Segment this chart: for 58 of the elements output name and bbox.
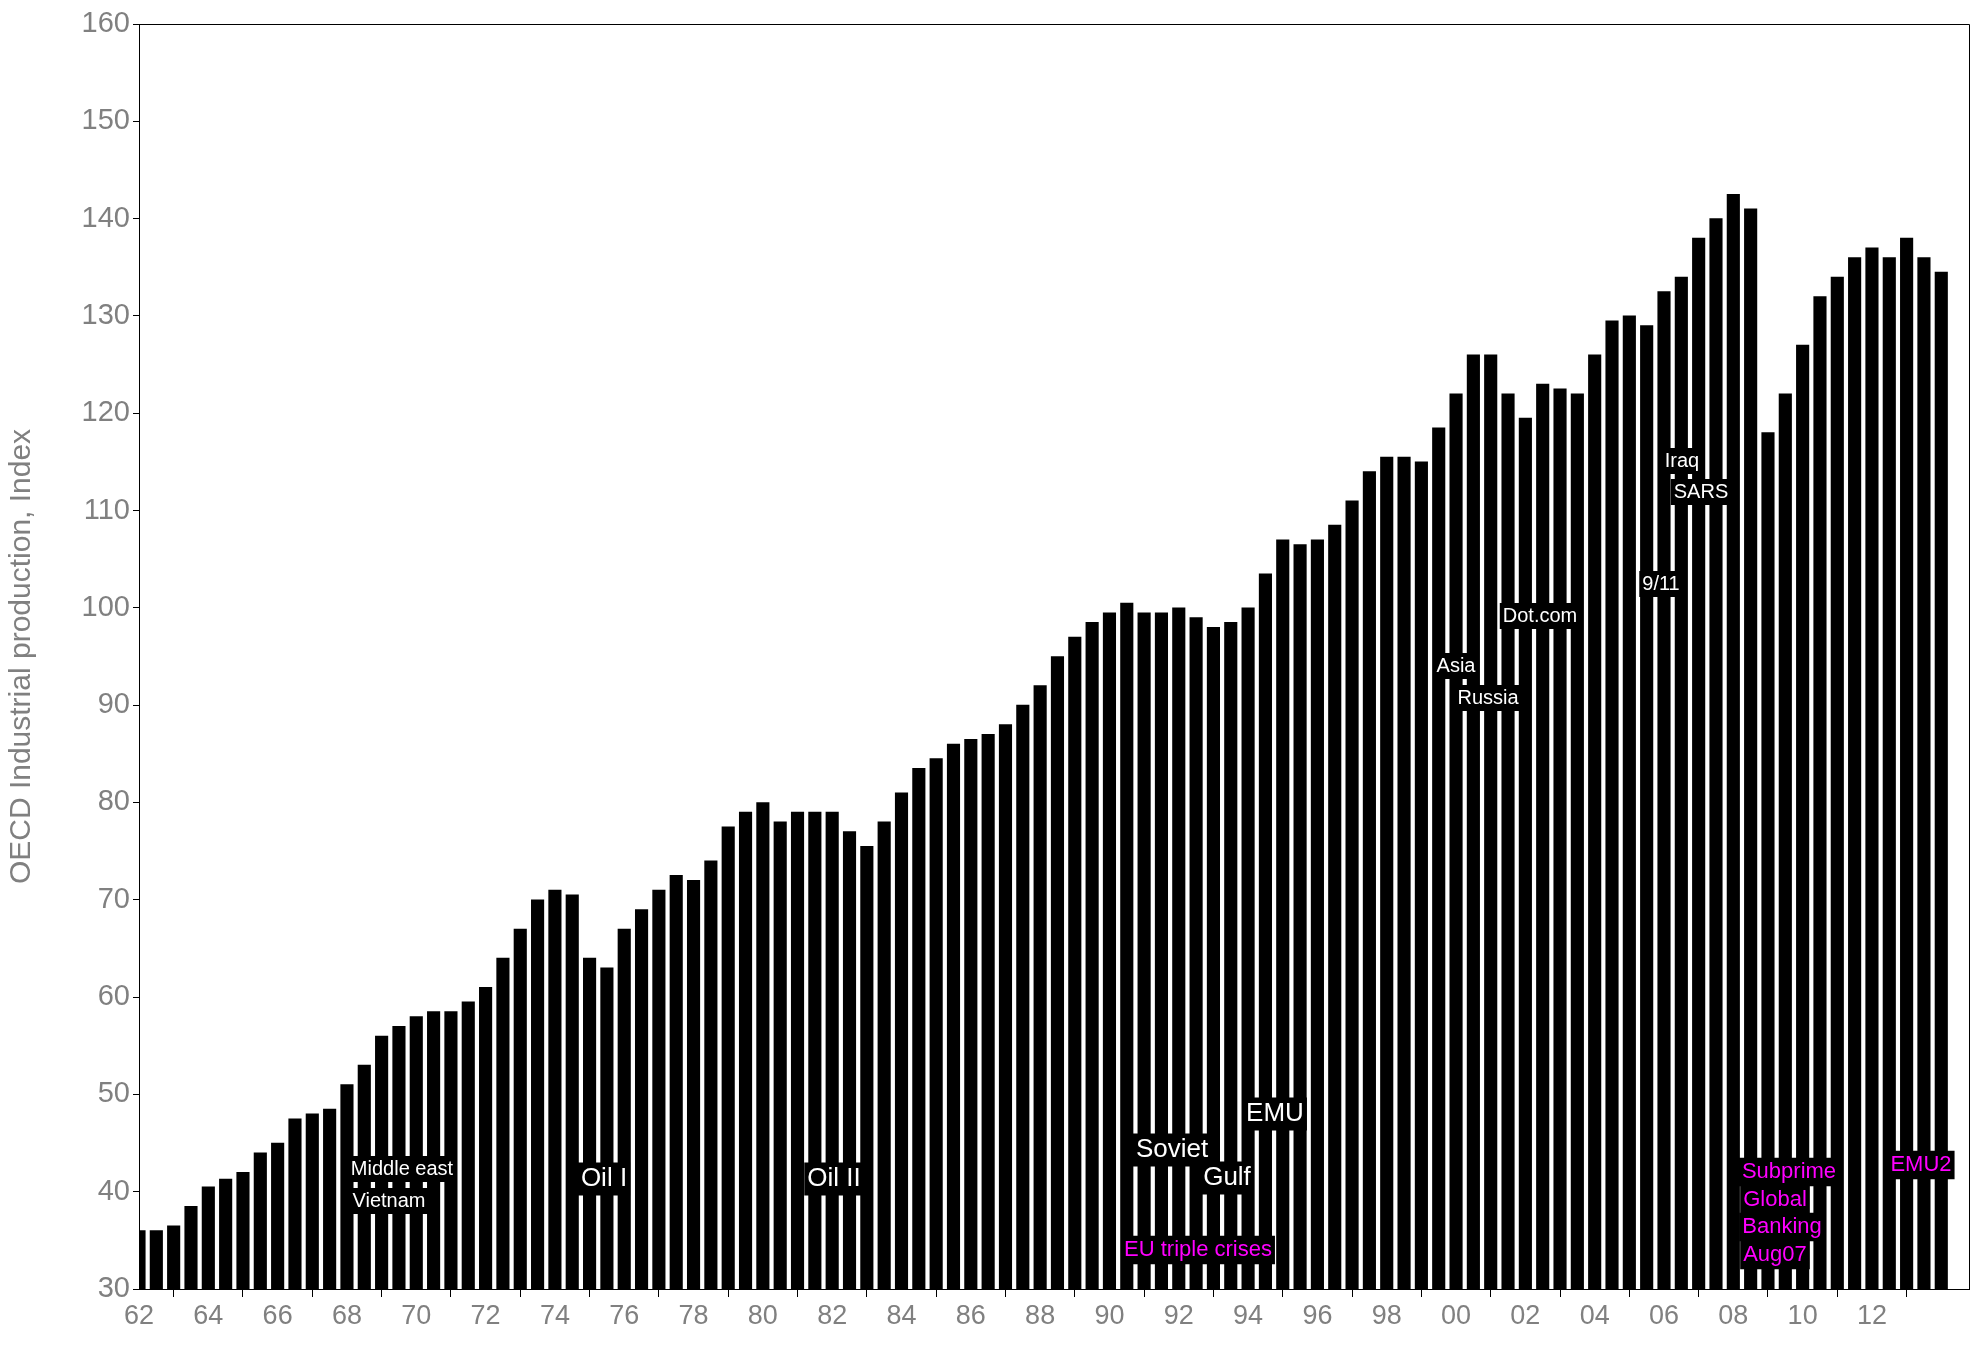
annotation: Dot.com xyxy=(1502,603,1578,626)
x-tick-label: 08 xyxy=(1718,1299,1749,1330)
annotation: EMU xyxy=(1246,1097,1304,1128)
y-tick-label: 70 xyxy=(97,881,130,914)
y-tick-label: 90 xyxy=(97,687,130,720)
annotation: Banking xyxy=(1742,1213,1822,1239)
x-tick-label: 04 xyxy=(1579,1299,1610,1330)
x-tick-label: 02 xyxy=(1510,1299,1541,1330)
annotation: Vietnam xyxy=(352,1188,426,1211)
annotation: Asia xyxy=(1436,653,1477,676)
annotation: Oil II xyxy=(807,1162,861,1193)
y-tick-label: 40 xyxy=(97,1173,130,1206)
annotation: Global xyxy=(1743,1186,1807,1212)
x-tick-label: 90 xyxy=(1094,1299,1125,1330)
annotation: Oil I xyxy=(580,1162,628,1193)
x-tick-label: 12 xyxy=(1856,1299,1887,1330)
annotation: Middle east xyxy=(350,1156,454,1179)
annotation: Gulf xyxy=(1203,1161,1252,1192)
x-tick-label: 70 xyxy=(401,1299,432,1330)
annotation: Soviet xyxy=(1135,1133,1209,1164)
y-tick-label: 140 xyxy=(81,200,130,233)
y-tick-label: 130 xyxy=(81,297,130,330)
annotation: EU triple crises xyxy=(1124,1236,1272,1262)
x-tick-label: 00 xyxy=(1441,1299,1472,1330)
x-tick-label: 88 xyxy=(1025,1299,1056,1330)
x-tick-label: 92 xyxy=(1163,1299,1194,1330)
annotation: Russia xyxy=(1457,685,1520,708)
x-tick-label: 78 xyxy=(678,1299,709,1330)
x-tick-label: 66 xyxy=(262,1299,293,1330)
x-tick-label: 74 xyxy=(539,1299,570,1330)
x-tick-label: 84 xyxy=(886,1299,917,1330)
annotation: Aug07 xyxy=(1743,1241,1807,1267)
x-tick-label: 10 xyxy=(1787,1299,1818,1330)
annotation: Iraq xyxy=(1664,448,1700,471)
y-tick-label: 160 xyxy=(81,6,130,38)
x-tick-label: 68 xyxy=(331,1299,362,1330)
y-tick-label: 80 xyxy=(97,784,130,817)
x-tick-label: 64 xyxy=(193,1299,224,1330)
x-tick-label: 86 xyxy=(955,1299,986,1330)
y-tick-label: 120 xyxy=(81,395,130,428)
x-tick-label: 72 xyxy=(470,1299,501,1330)
x-tick-label: 76 xyxy=(609,1299,640,1330)
annotation: 9/11 xyxy=(1642,571,1680,594)
x-tick-label: 06 xyxy=(1648,1299,1680,1330)
x-tick-label: 94 xyxy=(1233,1299,1264,1330)
annotation: EMU2 xyxy=(1890,1151,1952,1177)
x-tick-label: 82 xyxy=(817,1299,848,1330)
annotation: SARS xyxy=(1673,479,1729,502)
annotation: Subprime xyxy=(1741,1158,1837,1184)
y-tick-label: 150 xyxy=(81,103,130,136)
x-tick-label: 96 xyxy=(1302,1299,1333,1330)
x-tick-label: 80 xyxy=(747,1299,778,1330)
y-tick-label: 60 xyxy=(97,979,130,1012)
y-tick-label: 100 xyxy=(81,589,130,622)
y-axis-title: OECD Industrial production, Index xyxy=(3,428,37,885)
y-tick-label: 110 xyxy=(83,492,130,525)
y-tick-label: 50 xyxy=(97,1076,130,1109)
x-tick-label: 98 xyxy=(1371,1299,1402,1330)
